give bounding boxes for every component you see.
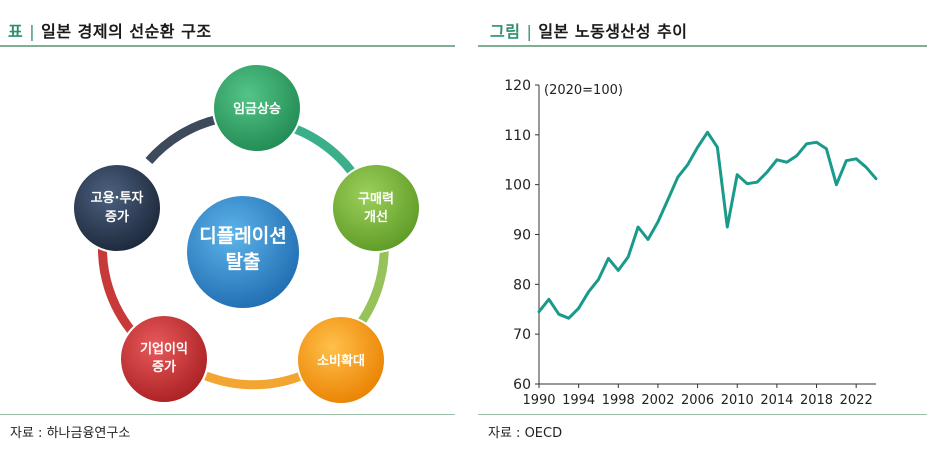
- y-tick-label: 110: [504, 128, 531, 144]
- cycle-diagram: 디플레이션 탈출 임금상승 구매력 개선 소비확대 기업이익 증가 고용·투자: [72, 63, 421, 405]
- data-point: [646, 238, 650, 241]
- center-label-line2: 탈출: [226, 251, 261, 273]
- svg-text:고용·투자: 고용·투자: [91, 190, 144, 206]
- data-point: [597, 278, 600, 281]
- x-tick-label: 1994: [562, 393, 595, 408]
- data-point: [795, 154, 798, 157]
- source-divider: [478, 414, 927, 415]
- data-point: [736, 173, 739, 176]
- source-divider: [0, 414, 455, 415]
- title-tag: 표: [8, 22, 24, 41]
- x-tick-label: 1998: [602, 393, 635, 408]
- data-point: [636, 225, 640, 229]
- x-tick-label: 2006: [681, 393, 714, 408]
- svg-text:임금상승: 임금상승: [233, 102, 281, 117]
- svg-text:증가: 증가: [105, 210, 129, 225]
- cycle-node-employment-investment: 고용·투자 증가: [72, 163, 162, 253]
- cycle-node-consumption-expansion: 소비확대: [296, 315, 386, 405]
- data-point: [716, 146, 719, 149]
- data-point: [855, 157, 858, 160]
- y-tick-label: 60: [513, 377, 531, 393]
- data-point: [805, 142, 808, 145]
- data-point: [547, 298, 551, 301]
- data-point: [845, 159, 848, 162]
- ring-arc-2: [350, 239, 389, 335]
- panel-title: 그림 | 일본 노동생산성 추이: [490, 18, 687, 42]
- cycle-node-wage-increase: 임금상승: [212, 63, 302, 153]
- svg-text:증가: 증가: [152, 360, 176, 375]
- cycle-node-purchasing-power: 구매력 개선: [331, 163, 421, 253]
- x-tick-label: 2014: [760, 393, 793, 408]
- data-point: [835, 183, 838, 186]
- y-tick-label: 70: [513, 327, 531, 343]
- svg-text:구매력: 구매력: [358, 192, 394, 207]
- data-point: [765, 171, 769, 174]
- data-point: [567, 317, 570, 320]
- y-tick-label: 90: [513, 228, 531, 244]
- data-point: [706, 131, 709, 134]
- data-point: [726, 225, 729, 229]
- source-note: 자료 : OECD: [488, 426, 563, 441]
- svg-text:기업이익: 기업이익: [140, 341, 188, 357]
- ring-arc-5: [145, 114, 219, 165]
- data-point: [745, 182, 749, 185]
- data-point: [825, 147, 828, 150]
- productivity-series-line: [537, 130, 878, 320]
- panel-title: 표 | 일본 경제의 선순환 구조: [8, 18, 212, 42]
- data-point: [587, 290, 590, 293]
- data-point: [617, 269, 620, 272]
- title-divider: [478, 45, 927, 47]
- data-point: [874, 177, 878, 180]
- y-tick-label: 80: [513, 277, 531, 293]
- data-point: [607, 257, 610, 260]
- data-point: [656, 220, 660, 224]
- title-tag: 그림: [490, 22, 521, 41]
- y-tick-label: 120: [504, 78, 531, 94]
- title-divider: [0, 45, 455, 47]
- svg-text:소비확대: 소비확대: [317, 353, 365, 369]
- data-point: [775, 158, 779, 161]
- title-text: 일본 경제의 선순환 구조: [41, 22, 212, 41]
- data-point: [696, 146, 699, 149]
- title-text: 일본 노동생산성 추이: [538, 22, 688, 41]
- x-tick-label: 2010: [721, 393, 754, 408]
- data-point: [577, 307, 580, 310]
- x-tick-label: 2002: [641, 393, 674, 408]
- data-point: [666, 198, 670, 201]
- x-tick-label: 2018: [800, 393, 833, 408]
- cycle-panel: 표 | 일본 경제의 선순환 구조: [0, 0, 455, 454]
- title-separator: |: [29, 22, 36, 41]
- data-point: [864, 166, 868, 169]
- data-point: [557, 313, 560, 316]
- data-point: [755, 181, 759, 184]
- data-point: [537, 310, 541, 313]
- productivity-line-chart: (2020=100) 60 70 80 90 100 110 120 1990 1994 199…: [504, 78, 878, 408]
- source-note: 자료 : 하나금융연구소: [10, 426, 131, 441]
- ring-arc-4: [97, 240, 136, 334]
- cycle-node-corporate-profit: 기업이익 증가: [119, 314, 209, 404]
- x-tick-label: 1990: [522, 393, 555, 408]
- x-tick-label: 2022: [840, 393, 873, 408]
- data-point: [627, 255, 630, 259]
- title-separator: |: [526, 22, 533, 41]
- ring-arc-3: [204, 371, 302, 390]
- data-point: [785, 161, 788, 164]
- data-point: [676, 176, 679, 179]
- svg-text:개선: 개선: [364, 209, 388, 225]
- center-circle: 디플레이션 탈출: [185, 194, 301, 310]
- productivity-panel: 그림 | 일본 노동생산성 추이 (2020=100) 60 70 80 90 100 110…: [478, 0, 927, 454]
- center-label-line1: 디플레이션: [199, 225, 286, 247]
- y-tick-label: 100: [504, 178, 531, 194]
- unit-label: (2020=100): [544, 83, 623, 98]
- data-point: [686, 163, 689, 166]
- data-point: [815, 141, 818, 144]
